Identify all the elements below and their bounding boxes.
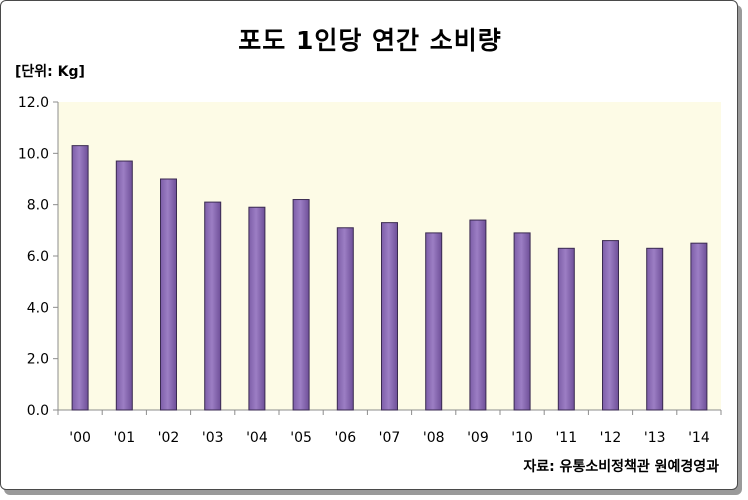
bar [292, 199, 310, 411]
x-tick-label: '14 [688, 430, 710, 446]
bar [690, 242, 708, 411]
y-tick-label: 0.0 [27, 403, 49, 419]
chart-frame: 포도 1인당 연간 소비량 [단위: Kg] 자료: 유통소비정책관 원예경영과… [0, 0, 738, 490]
y-tick-label: 12.0 [18, 95, 49, 111]
x-tick-label: '07 [379, 430, 401, 446]
x-tick-label: '03 [202, 430, 224, 446]
unit-label: [단위: Kg] [15, 64, 85, 80]
bar [204, 201, 222, 411]
x-tick-label: '06 [334, 430, 356, 446]
y-axis: 0.0 2.0 4.0 6.0 8.0 10.0 12.0 [18, 95, 59, 419]
x-tick-label: '12 [600, 430, 622, 446]
bar [71, 145, 89, 411]
y-tick-label: 8.0 [27, 198, 49, 214]
x-tick-label: '02 [158, 430, 180, 446]
y-tick-label: 4.0 [27, 300, 49, 316]
x-tick-label: '04 [246, 430, 268, 446]
y-tick-label: 10.0 [18, 146, 49, 162]
bar [425, 232, 443, 411]
bar [469, 219, 487, 411]
bar-series [71, 145, 708, 411]
bar-chart: 0.02.04.06.08.010.012.0 '00'01'02'03'04 '… [18, 95, 722, 446]
bar [557, 247, 575, 411]
x-tick-label: '11 [555, 430, 577, 446]
bar [602, 240, 619, 411]
bar [381, 222, 398, 411]
bar [513, 232, 531, 411]
bar [248, 206, 266, 411]
x-tick-label: '00 [69, 430, 91, 446]
chart-title: 포도 1인당 연간 소비량 [238, 26, 502, 55]
x-tick-label: '05 [290, 430, 312, 446]
bar [115, 160, 133, 411]
bar [160, 178, 177, 411]
x-tick-label: '13 [644, 430, 666, 446]
bar [336, 227, 354, 411]
y-tick-label: 6.0 [27, 249, 49, 265]
source-label: 자료: 유통소비정책관 원예경영과 [523, 459, 719, 475]
x-tick-label: '10 [511, 430, 533, 446]
x-tick-label: '08 [423, 430, 445, 446]
x-axis: '00 '01 '02 '03 '04 '05 '06 '07 '08 '09 '10 '11 '12 '… [57, 409, 722, 446]
bar [646, 247, 664, 411]
y-tick-label: 2.0 [27, 352, 49, 368]
x-tick-label: '09 [467, 430, 489, 446]
x-tick-label: '01 [113, 430, 135, 446]
